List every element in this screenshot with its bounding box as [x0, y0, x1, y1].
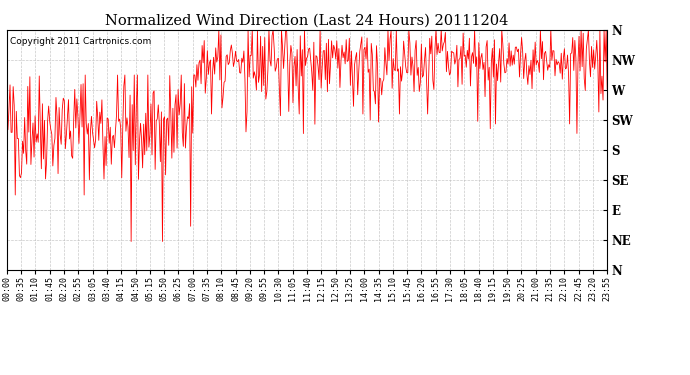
Text: Copyright 2011 Cartronics.com: Copyright 2011 Cartronics.com — [10, 37, 151, 46]
Title: Normalized Wind Direction (Last 24 Hours) 20111204: Normalized Wind Direction (Last 24 Hours… — [106, 13, 509, 27]
